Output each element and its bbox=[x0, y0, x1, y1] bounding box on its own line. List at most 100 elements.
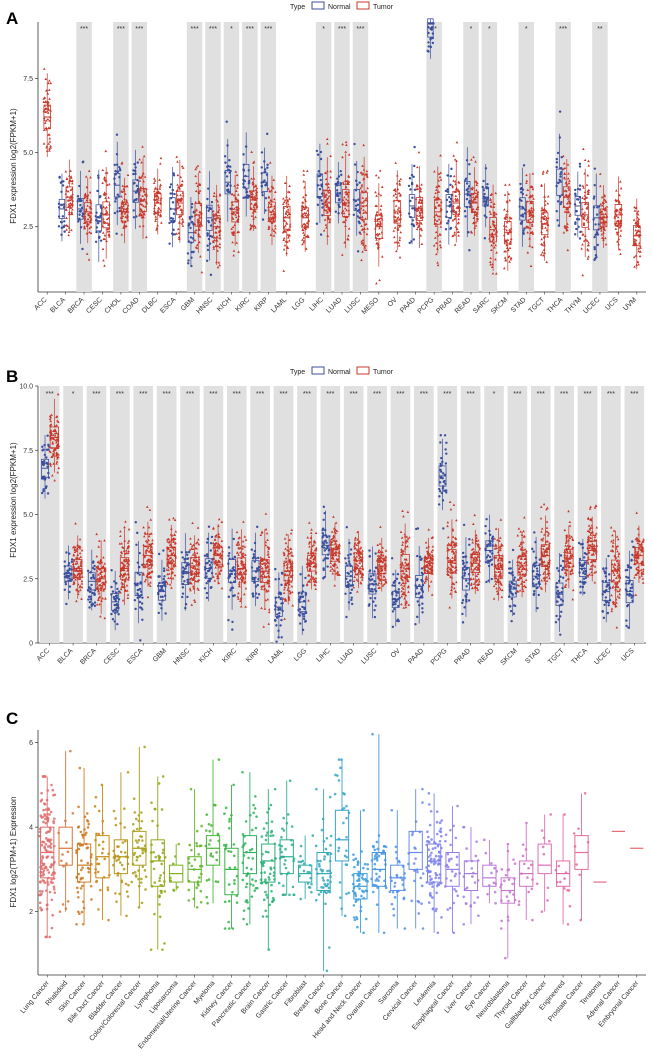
tumor-point bbox=[505, 213, 508, 216]
tumor-point bbox=[99, 615, 102, 618]
tumor-point bbox=[153, 179, 157, 182]
tumor-point bbox=[358, 566, 362, 569]
tumor-point bbox=[216, 244, 220, 248]
x-tick-label: CESC bbox=[85, 296, 104, 315]
tumor-point bbox=[283, 244, 287, 247]
tumor-point bbox=[153, 212, 156, 216]
tumor-point bbox=[331, 572, 334, 575]
tumor-point bbox=[250, 177, 253, 180]
tumor-point bbox=[165, 568, 169, 571]
tumor-point bbox=[250, 190, 253, 194]
tumor-point bbox=[600, 204, 604, 207]
tumor-point bbox=[308, 521, 311, 524]
tumor-point bbox=[600, 195, 604, 199]
tumor-point bbox=[268, 608, 271, 611]
tumor-point bbox=[395, 217, 399, 220]
tumor-point bbox=[360, 189, 364, 192]
panel-a-label: A bbox=[6, 9, 18, 28]
tumor-point bbox=[341, 142, 344, 146]
normal-point bbox=[186, 557, 190, 560]
tumor-point bbox=[336, 572, 340, 575]
x-tick-label: PRAD bbox=[435, 296, 454, 315]
tumor-point bbox=[272, 212, 275, 216]
tumor-point bbox=[491, 235, 494, 238]
tumor-point bbox=[355, 552, 359, 555]
tumor-point bbox=[170, 586, 173, 589]
tumor-point bbox=[344, 198, 348, 201]
tumor-point bbox=[213, 238, 216, 242]
tumor-point bbox=[328, 217, 332, 221]
normal-point bbox=[67, 571, 70, 574]
tumor-point bbox=[619, 234, 622, 237]
tumor-point bbox=[604, 212, 607, 215]
tumor-point bbox=[456, 188, 460, 191]
tumor-point bbox=[632, 218, 636, 221]
tumor-point bbox=[199, 255, 202, 258]
tumor-point bbox=[97, 539, 101, 542]
tumor-point bbox=[530, 224, 534, 227]
normal-point bbox=[134, 607, 137, 611]
tumor-point bbox=[195, 574, 198, 577]
tumor-point bbox=[120, 581, 124, 584]
tumor-point bbox=[234, 215, 238, 219]
tumor-point bbox=[491, 272, 495, 275]
tumor-point bbox=[419, 208, 423, 212]
tumor-point bbox=[566, 202, 569, 205]
normal-point bbox=[242, 153, 245, 156]
normal-point bbox=[483, 200, 486, 203]
tumor-point bbox=[347, 153, 351, 156]
tumor-point bbox=[261, 566, 264, 570]
tumor-point bbox=[268, 189, 271, 192]
tumor-point bbox=[172, 551, 175, 554]
normal-point bbox=[186, 578, 189, 582]
tumor-point bbox=[581, 212, 585, 215]
tumor-point bbox=[375, 282, 378, 285]
tumor-point bbox=[312, 551, 315, 554]
tumor-point bbox=[307, 579, 311, 583]
tumor-point bbox=[54, 438, 57, 442]
normal-point bbox=[227, 554, 230, 557]
tumor-point bbox=[78, 546, 82, 550]
tumor-point bbox=[152, 181, 156, 185]
normal-point bbox=[358, 221, 361, 225]
tumor-point bbox=[329, 175, 332, 179]
tumor-point bbox=[259, 533, 263, 536]
normal-point bbox=[186, 581, 189, 584]
tumor-point bbox=[526, 251, 530, 254]
normal-point bbox=[188, 223, 191, 226]
tumor-point bbox=[52, 437, 56, 441]
normal-point bbox=[358, 216, 361, 220]
tumor-point bbox=[618, 193, 621, 197]
normal-point bbox=[91, 566, 95, 570]
significance-band bbox=[110, 386, 130, 643]
tumor-point bbox=[244, 553, 247, 556]
x-tick-label: LIHC bbox=[315, 647, 331, 663]
tumor-point bbox=[377, 562, 381, 566]
tumor-point bbox=[392, 194, 396, 197]
significance-label: * bbox=[72, 391, 75, 398]
tumor-point bbox=[55, 415, 59, 418]
tumor-point bbox=[97, 592, 101, 595]
normal-point bbox=[227, 190, 230, 193]
normal-point bbox=[118, 206, 121, 210]
normal-point bbox=[301, 605, 304, 609]
tumor-point bbox=[241, 578, 244, 582]
tumor-point bbox=[473, 197, 476, 200]
normal-point bbox=[252, 553, 256, 556]
tumor-point bbox=[377, 176, 381, 179]
normal-point bbox=[44, 477, 47, 480]
tumor-point bbox=[360, 185, 364, 188]
tumor-point bbox=[587, 227, 591, 230]
normal-point bbox=[187, 550, 191, 554]
tumor-point bbox=[196, 164, 200, 167]
tumor-point bbox=[344, 207, 347, 210]
tumor-point bbox=[379, 574, 382, 577]
tumor-point bbox=[374, 190, 377, 194]
normal-point bbox=[339, 170, 342, 173]
tumor-point bbox=[65, 177, 69, 180]
tumor-point bbox=[263, 575, 266, 578]
tumor-point bbox=[53, 434, 57, 437]
normal-point bbox=[522, 229, 525, 232]
tumor-point bbox=[149, 576, 153, 579]
tumor-point bbox=[179, 196, 183, 200]
